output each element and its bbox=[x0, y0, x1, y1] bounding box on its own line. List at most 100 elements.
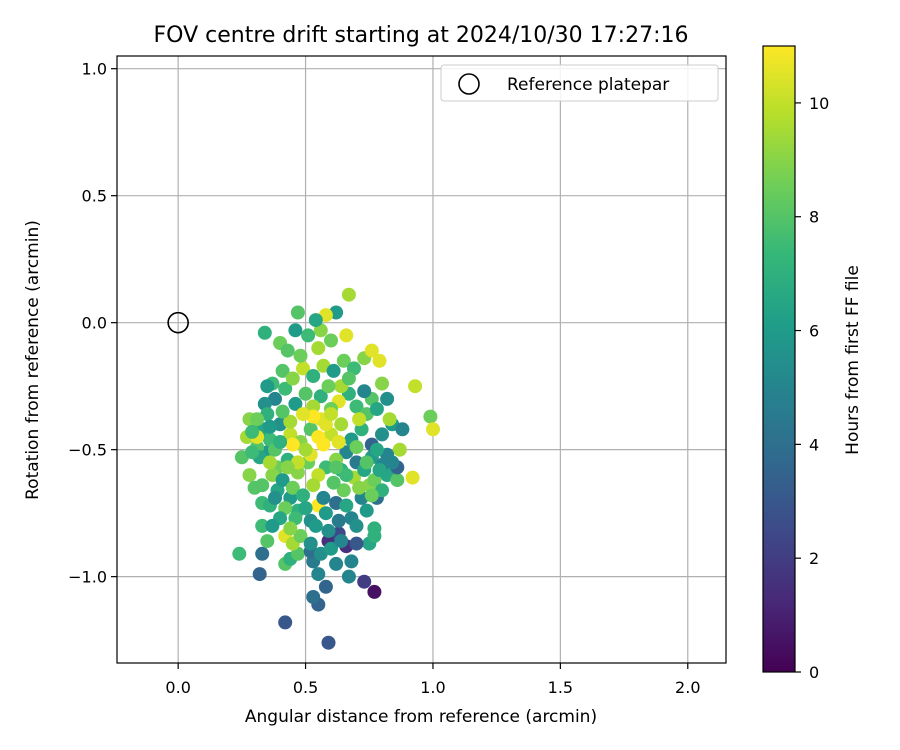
scatter-point bbox=[306, 590, 321, 604]
scatter-point bbox=[296, 361, 310, 376]
scatter-point bbox=[255, 518, 270, 533]
scatter-point bbox=[426, 422, 440, 437]
scatter-point bbox=[298, 501, 313, 516]
scatter-point bbox=[324, 407, 338, 422]
scatter-point bbox=[352, 412, 367, 427]
y-tick-label: 0.5 bbox=[82, 187, 107, 206]
scatter-point bbox=[408, 379, 423, 394]
x-tick-label: 2.0 bbox=[675, 678, 700, 697]
scatter-point bbox=[280, 343, 295, 358]
scatter-point bbox=[288, 396, 303, 411]
scatter-point bbox=[262, 419, 277, 434]
grid-lines bbox=[117, 56, 726, 663]
scatter-point bbox=[265, 518, 280, 533]
scatter-point bbox=[392, 442, 407, 457]
scatter-point bbox=[293, 348, 308, 363]
scatter-point bbox=[316, 437, 331, 452]
scatter-point bbox=[339, 468, 354, 483]
scatter-point bbox=[367, 521, 382, 536]
scatter-point bbox=[275, 404, 290, 419]
scatter-point bbox=[257, 325, 272, 340]
scatter-point bbox=[288, 323, 303, 338]
y-axis-label: Rotation from reference (arcmin) bbox=[23, 220, 43, 500]
scatter-point bbox=[357, 384, 372, 399]
scatter-point bbox=[275, 473, 290, 488]
scatter-point bbox=[380, 391, 395, 406]
colorbar-tick-label: 4 bbox=[809, 435, 819, 454]
scatter-point bbox=[283, 521, 298, 536]
scatter-point bbox=[245, 445, 260, 460]
scatter-point bbox=[395, 422, 410, 437]
scatter-point bbox=[290, 305, 305, 320]
scatter-point bbox=[255, 546, 270, 561]
y-tick-label: −1.0 bbox=[68, 568, 107, 587]
scatter-point bbox=[298, 442, 313, 457]
y-tick-label: 0.0 bbox=[82, 314, 107, 333]
scatter-point bbox=[285, 437, 300, 452]
scatter-point bbox=[313, 389, 328, 404]
scatter-point bbox=[339, 498, 354, 513]
scatter-point bbox=[372, 353, 387, 368]
scatter-point bbox=[306, 369, 321, 383]
scatter-point bbox=[311, 567, 326, 582]
scatter-point bbox=[405, 470, 420, 485]
scatter-point bbox=[326, 363, 341, 378]
scatter-point bbox=[278, 381, 293, 396]
scatter-point bbox=[329, 556, 344, 571]
x-tick-label: 0.0 bbox=[165, 678, 190, 697]
scatter-point bbox=[298, 386, 313, 401]
scatter-point bbox=[242, 468, 257, 483]
scatter-point bbox=[341, 569, 356, 584]
colorbar-tick-label: 0 bbox=[809, 663, 819, 682]
legend-entry-label: Reference platepar bbox=[507, 75, 669, 95]
scatter-point bbox=[367, 584, 382, 599]
scatter-point bbox=[375, 376, 389, 391]
chart-title: FOV centre drift starting at 2024/10/30 … bbox=[154, 23, 689, 48]
scatter-point bbox=[306, 478, 321, 493]
scatter-point bbox=[321, 523, 336, 538]
scatter-point bbox=[308, 313, 323, 328]
scatter-point bbox=[293, 529, 308, 543]
scatter-point bbox=[262, 455, 277, 470]
scatter-point bbox=[364, 488, 379, 503]
x-tick-label: 1.0 bbox=[420, 678, 445, 697]
scatter-point bbox=[390, 473, 405, 488]
scatter-point bbox=[285, 371, 300, 386]
scatter-point bbox=[334, 534, 349, 549]
scatter-point bbox=[260, 534, 275, 549]
scatter-point bbox=[285, 480, 300, 495]
scatter-point bbox=[341, 371, 356, 386]
scatter-point bbox=[352, 480, 367, 495]
scatter-point bbox=[349, 399, 364, 414]
legend: Reference platepar bbox=[440, 64, 719, 102]
scatter-point bbox=[334, 417, 349, 432]
scatter-point bbox=[349, 518, 364, 533]
scatter-point bbox=[250, 412, 265, 427]
y-tick-label: 1.0 bbox=[82, 60, 107, 79]
scatter-point bbox=[316, 490, 331, 505]
colorbar-tick-label: 6 bbox=[809, 322, 819, 341]
y-tick-label: −0.5 bbox=[68, 441, 107, 460]
legend-box bbox=[440, 64, 719, 102]
colorbar-gradient bbox=[763, 46, 795, 672]
scatter-point bbox=[329, 460, 344, 475]
scatter-point bbox=[268, 490, 282, 505]
scatter-point bbox=[308, 518, 323, 533]
scatter-point bbox=[273, 435, 288, 449]
scatter-point bbox=[321, 379, 336, 394]
scatter-point bbox=[385, 455, 400, 470]
scatter-point bbox=[372, 463, 387, 477]
scatter-point bbox=[331, 513, 346, 528]
plot-area-frame bbox=[116, 55, 727, 664]
scatter-point bbox=[280, 460, 295, 475]
scatter-point bbox=[318, 506, 333, 521]
scatter-point bbox=[336, 353, 351, 368]
scatter-point bbox=[349, 536, 364, 551]
colorbar-frame bbox=[762, 45, 796, 673]
scatter-point bbox=[369, 402, 384, 416]
scatter-point bbox=[375, 427, 389, 442]
scatter-point bbox=[341, 287, 356, 302]
scatter-point bbox=[318, 579, 333, 594]
scatter-point bbox=[278, 615, 293, 630]
